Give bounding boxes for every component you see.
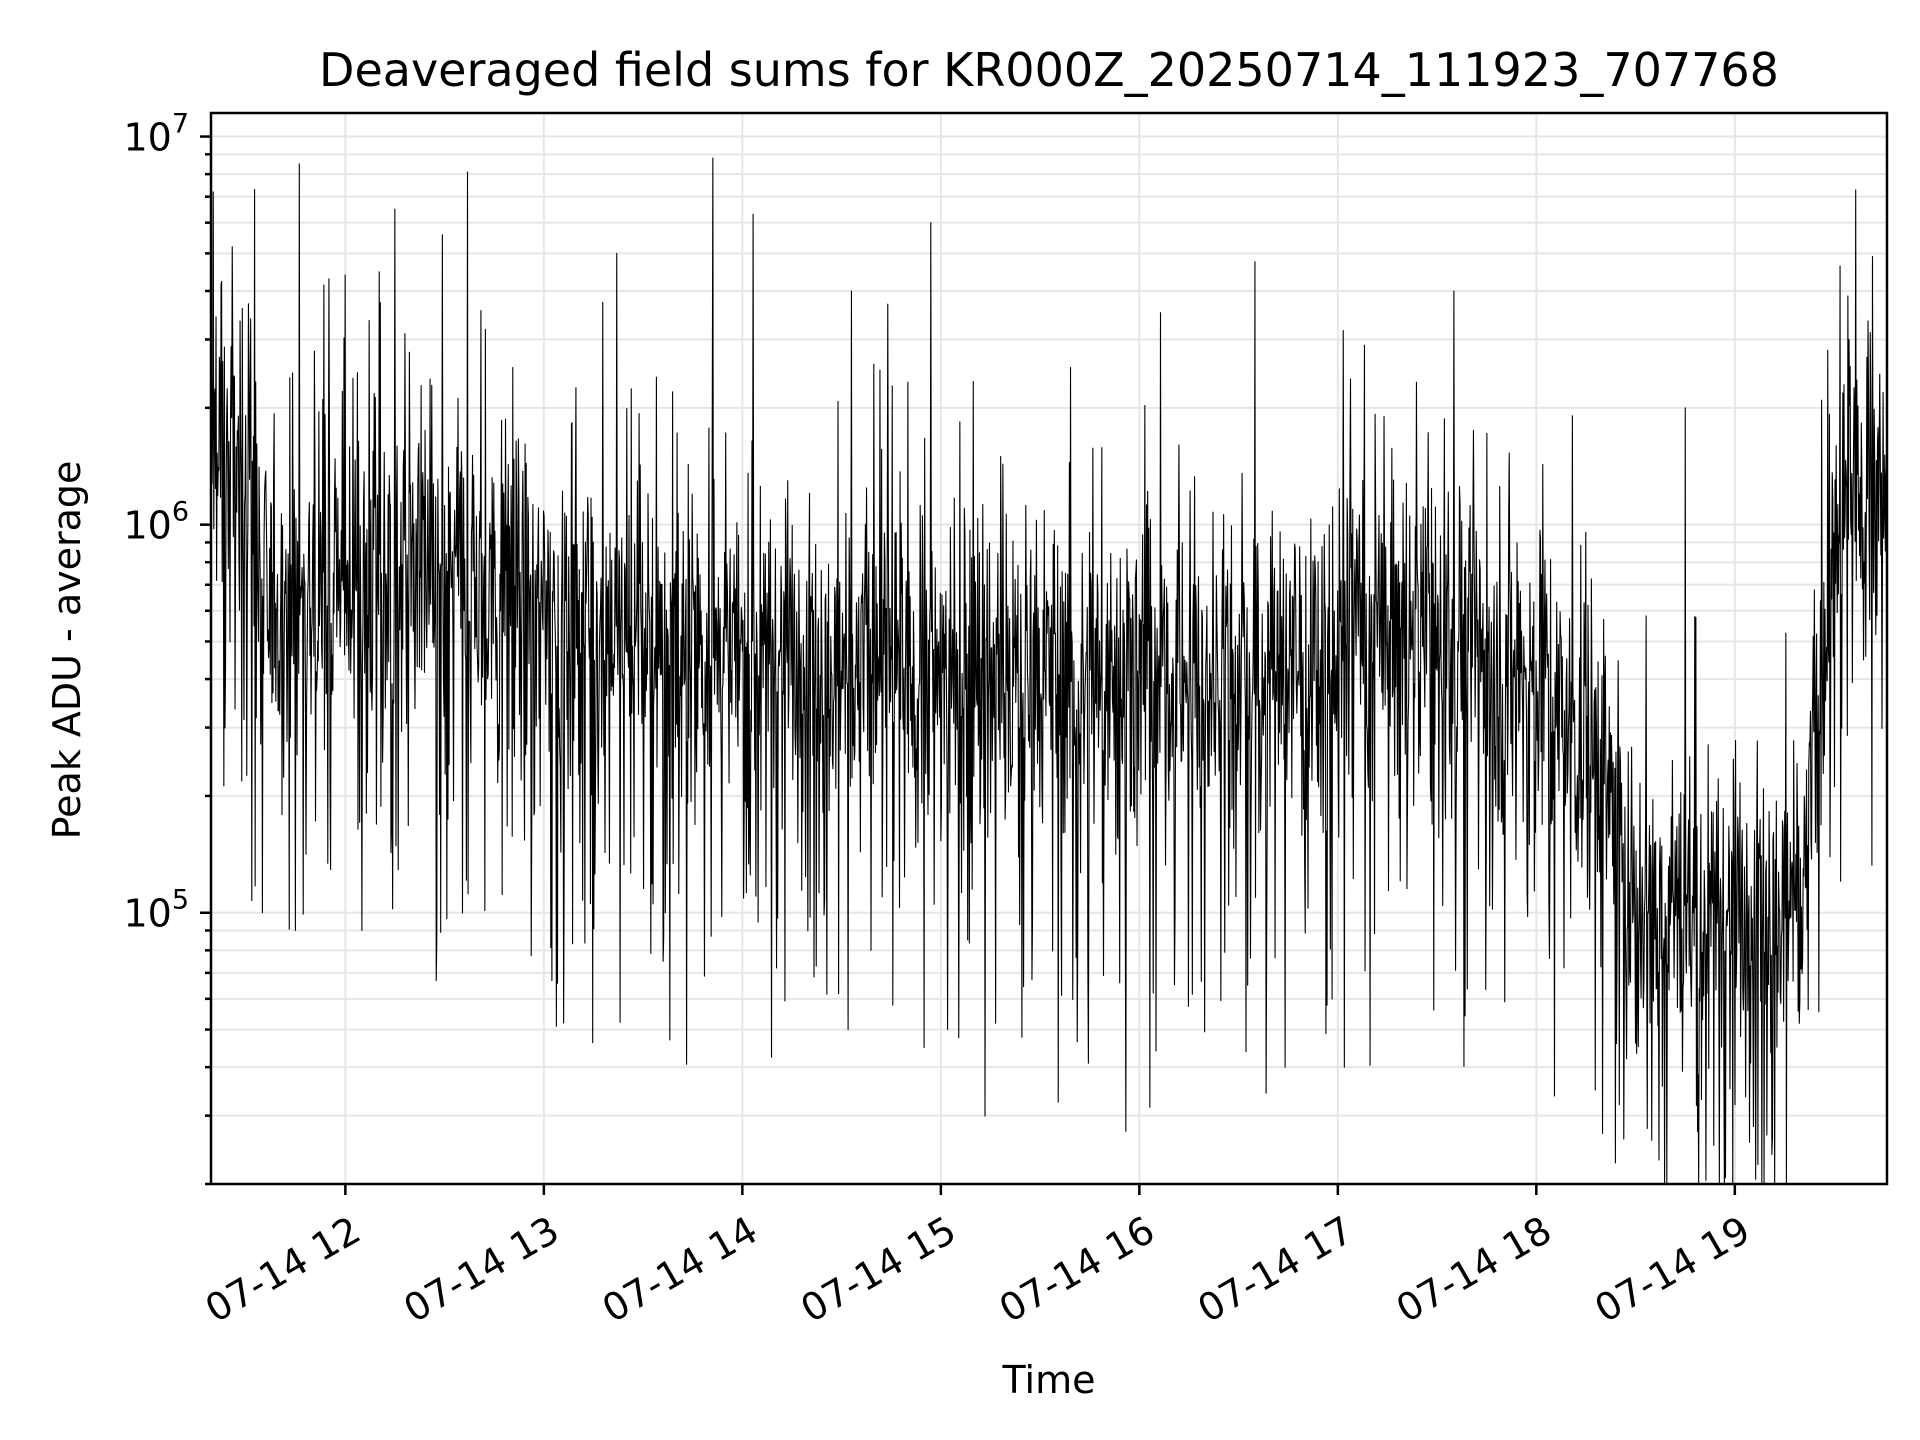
series-line: [210, 157, 1888, 1185]
y-axis-ticks: 105 106 107: [123, 109, 211, 1186]
y-tick-label: 105: [123, 885, 189, 936]
y-axis-label: Peak ADU - average: [45, 461, 89, 840]
y-tick-label: 106: [123, 497, 189, 548]
plot-frame: [209, 111, 1889, 1186]
y-tick-label: 107: [123, 109, 189, 160]
chart-title: Deaveraged field sums for KR000Z_2025071…: [319, 43, 1779, 97]
x-axis-label: Time: [1002, 1358, 1096, 1402]
plot-area: [210, 157, 1888, 1185]
